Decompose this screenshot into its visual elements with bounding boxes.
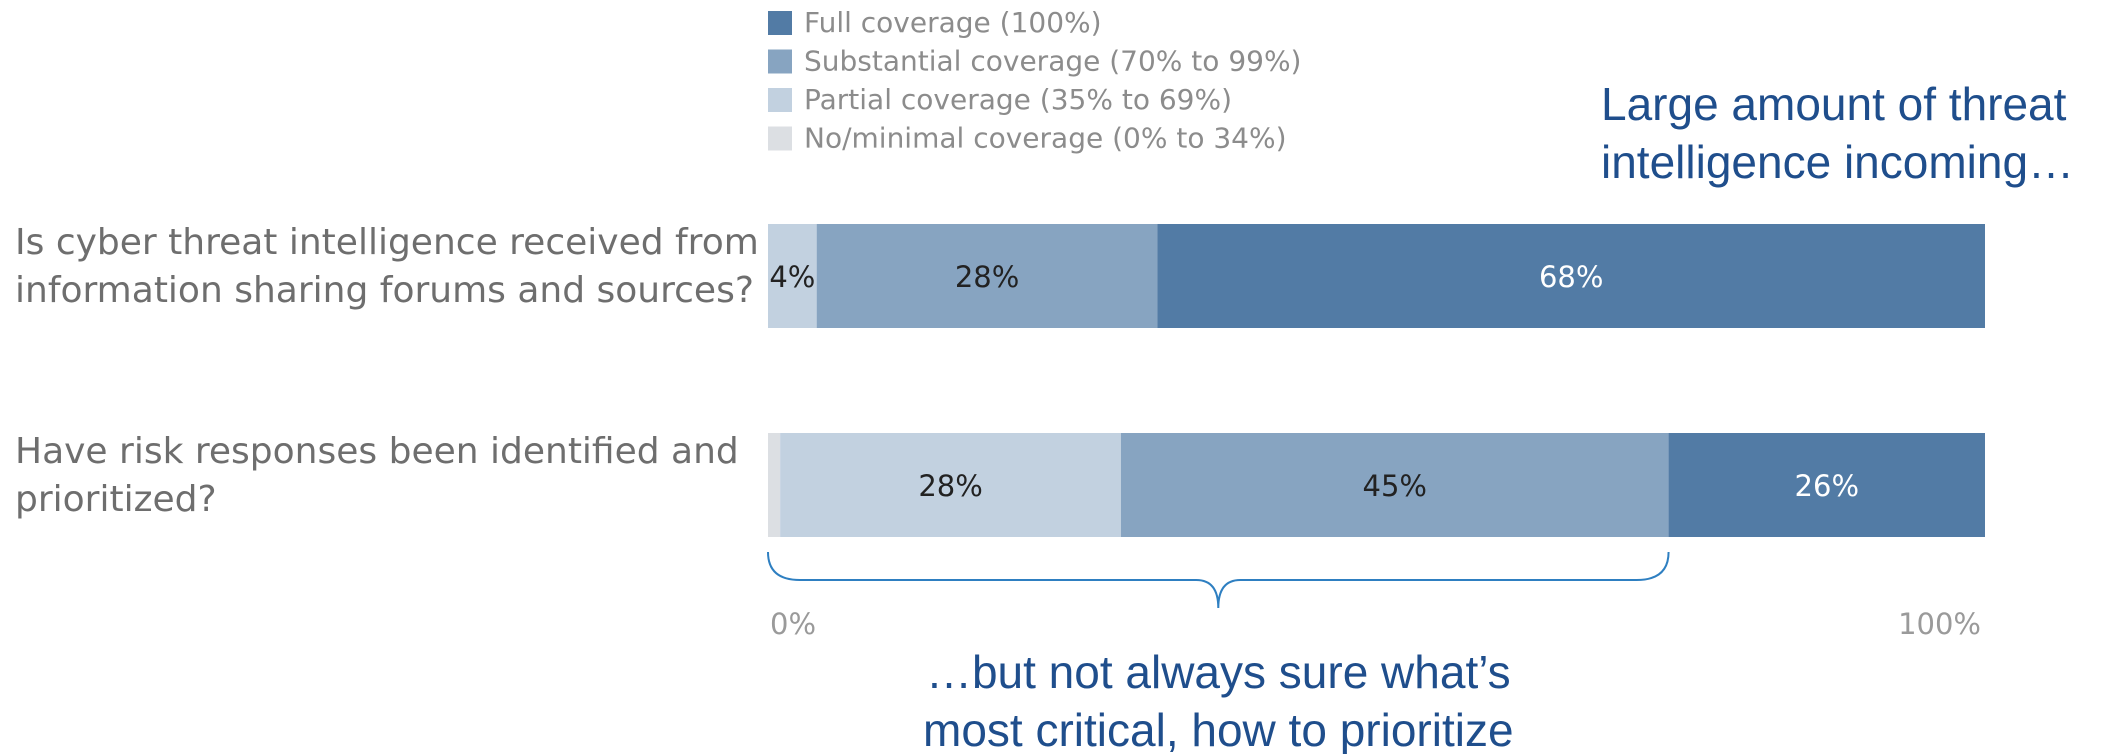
callout-bottom-line: most critical, how to prioritize	[923, 704, 1514, 754]
chart-legend: Full coverage (100%) Substantial coverage…	[768, 6, 1301, 155]
callouts: Large amount of threat intelligence incom…	[923, 78, 2074, 754]
legend-swatch	[768, 126, 792, 151]
bar-segment	[780, 433, 1121, 537]
bar-segment	[1668, 433, 1985, 537]
bar-segment	[1120, 433, 1669, 537]
x-axis-ticks: 0% 100%	[770, 607, 1981, 641]
legend-label: Substantial coverage (70% to 99%)	[804, 45, 1301, 78]
legend-label: Partial coverage (35% to 69%)	[804, 83, 1232, 116]
question-label: Have risk responses been identified and	[15, 431, 739, 472]
question-label: prioritized?	[15, 479, 217, 520]
bar-data-label: 28%	[955, 260, 1019, 294]
curly-brace	[767, 551, 1670, 609]
bar-data-label: 28%	[918, 469, 982, 503]
callout-top-line: Large amount of threat	[1601, 78, 2067, 130]
bar-data-label: 4%	[769, 260, 815, 294]
bar-data-label: 68%	[1539, 260, 1603, 294]
legend-swatch	[768, 49, 792, 74]
legend-label: Full coverage (100%)	[804, 6, 1102, 39]
bar-data-label: 45%	[1363, 469, 1427, 503]
callout-bottom-line: …but not always sure what’s	[926, 646, 1511, 698]
legend-swatch	[768, 88, 792, 112]
bar-segment	[816, 224, 1158, 328]
callout-top-line: intelligence incoming…	[1601, 136, 2074, 188]
bar-segment	[1157, 224, 1985, 328]
question-label: information sharing forums and sources?	[15, 270, 754, 311]
bars	[768, 224, 1985, 537]
x-tick-label: 100%	[1898, 607, 1981, 641]
brace-annotation	[767, 551, 1670, 609]
bar-data-label: 26%	[1795, 469, 1859, 503]
data-labels: 4% 28% 68% 28% 45% 26%	[769, 260, 1859, 503]
legend-label: No/minimal coverage (0% to 34%)	[804, 122, 1287, 155]
category-labels: Is cyber threat intelligence received fr…	[15, 222, 759, 520]
question-label: Is cyber threat intelligence received fr…	[15, 222, 759, 263]
x-tick-label: 0%	[770, 607, 816, 641]
bar-segment	[768, 433, 781, 537]
bar-segment	[768, 224, 817, 328]
legend-swatch	[768, 11, 792, 35]
